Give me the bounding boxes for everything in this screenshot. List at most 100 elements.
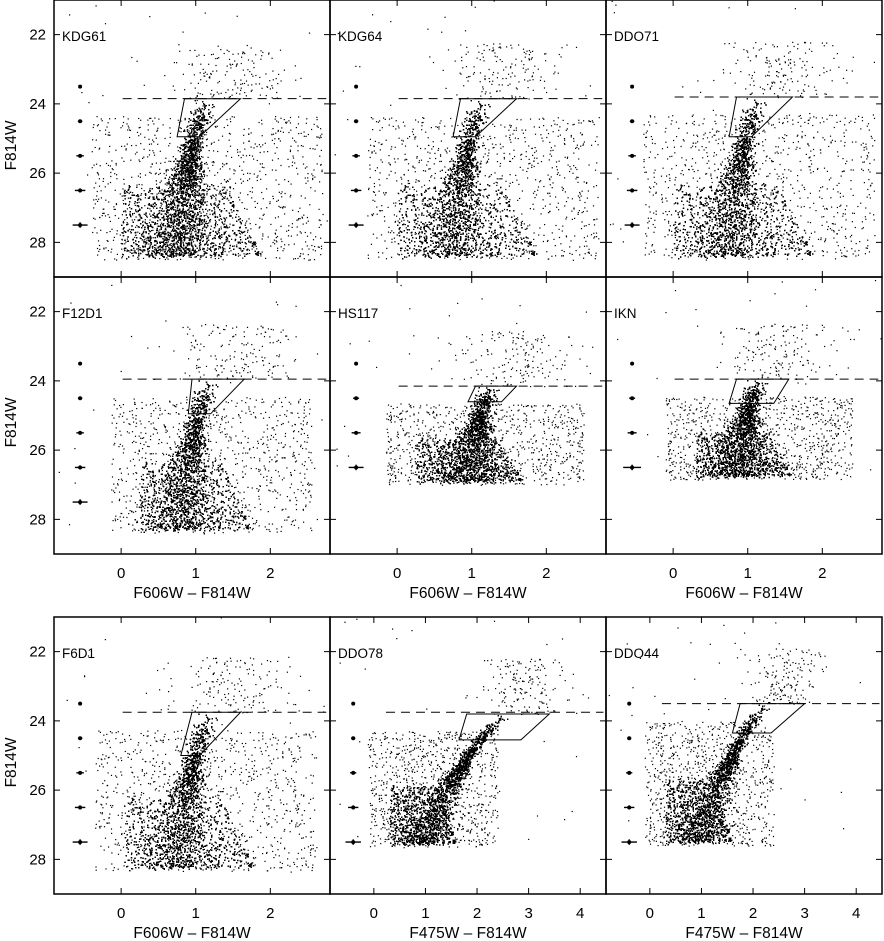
data-point — [206, 188, 207, 189]
data-point — [186, 237, 187, 238]
data-point — [211, 226, 212, 227]
data-point — [197, 153, 198, 154]
data-point — [160, 232, 161, 233]
data-point — [222, 223, 223, 224]
data-point — [177, 184, 178, 185]
data-point — [181, 243, 182, 244]
data-point — [125, 210, 126, 211]
data-point — [191, 130, 192, 131]
data-point — [206, 194, 207, 195]
data-point — [224, 221, 225, 222]
data-point — [151, 221, 152, 222]
data-point — [219, 192, 220, 193]
data-point — [198, 139, 199, 140]
data-point — [205, 230, 206, 231]
data-point — [202, 142, 203, 143]
data-point — [235, 240, 236, 241]
data-point — [216, 190, 217, 191]
data-point — [202, 136, 203, 137]
data-point — [160, 173, 161, 174]
data-point — [181, 178, 182, 179]
data-point — [189, 159, 190, 160]
data-point — [207, 191, 208, 192]
data-point — [195, 157, 196, 158]
data-point — [164, 210, 165, 211]
data-point — [209, 170, 210, 171]
data-point — [161, 204, 162, 205]
data-point — [215, 220, 216, 221]
data-point — [174, 198, 175, 199]
data-point — [196, 219, 197, 220]
data-point — [166, 195, 167, 196]
data-point — [216, 195, 217, 196]
data-point — [176, 256, 177, 257]
data-point — [199, 181, 200, 182]
data-point — [158, 193, 159, 194]
data-point — [166, 184, 167, 185]
data-point — [193, 250, 194, 251]
data-point — [145, 254, 146, 255]
data-point — [164, 249, 165, 250]
data-point — [134, 203, 135, 204]
data-point — [199, 178, 200, 179]
data-point — [170, 161, 171, 162]
data-point — [190, 184, 191, 185]
data-point — [153, 237, 154, 238]
data-point — [170, 201, 171, 202]
data-point — [194, 231, 195, 232]
data-point — [199, 189, 200, 190]
data-point — [125, 195, 126, 196]
data-point — [174, 196, 175, 197]
data-point — [204, 124, 205, 125]
data-point — [206, 236, 207, 237]
data-point — [224, 232, 225, 233]
data-point — [218, 231, 219, 232]
data-point — [163, 223, 164, 224]
data-point — [189, 256, 190, 257]
data-point — [206, 162, 207, 163]
data-point — [224, 208, 225, 209]
data-point — [182, 184, 183, 185]
data-point — [199, 173, 200, 174]
data-point — [152, 248, 153, 249]
data-point — [175, 207, 176, 208]
data-point — [198, 236, 199, 237]
data-point — [165, 244, 166, 245]
data-point — [186, 194, 187, 195]
data-point — [196, 216, 197, 217]
data-point — [172, 175, 173, 176]
data-point — [156, 187, 157, 188]
data-point — [155, 248, 156, 249]
data-point — [183, 244, 184, 245]
data-point — [207, 186, 208, 187]
data-point — [164, 173, 165, 174]
data-point — [171, 240, 172, 241]
data-point — [203, 114, 204, 115]
data-point — [236, 245, 237, 246]
data-point — [191, 146, 192, 147]
data-point — [224, 248, 225, 249]
data-point — [212, 107, 213, 108]
data-point — [148, 253, 149, 254]
data-point — [204, 134, 205, 135]
data-point — [201, 213, 202, 214]
data-point — [215, 199, 216, 200]
data-point — [182, 155, 183, 156]
data-point — [135, 227, 136, 228]
data-point — [201, 181, 202, 182]
data-point — [187, 174, 188, 175]
data-point — [134, 213, 135, 214]
data-point — [191, 244, 192, 245]
data-point — [205, 215, 206, 216]
data-point — [129, 204, 130, 205]
data-point — [205, 134, 206, 135]
data-point — [207, 201, 208, 202]
data-point — [184, 173, 185, 174]
data-point — [152, 193, 153, 194]
data-point — [175, 226, 176, 227]
data-point — [215, 225, 216, 226]
data-point — [175, 251, 176, 252]
data-point — [127, 192, 128, 193]
data-point — [153, 196, 154, 197]
